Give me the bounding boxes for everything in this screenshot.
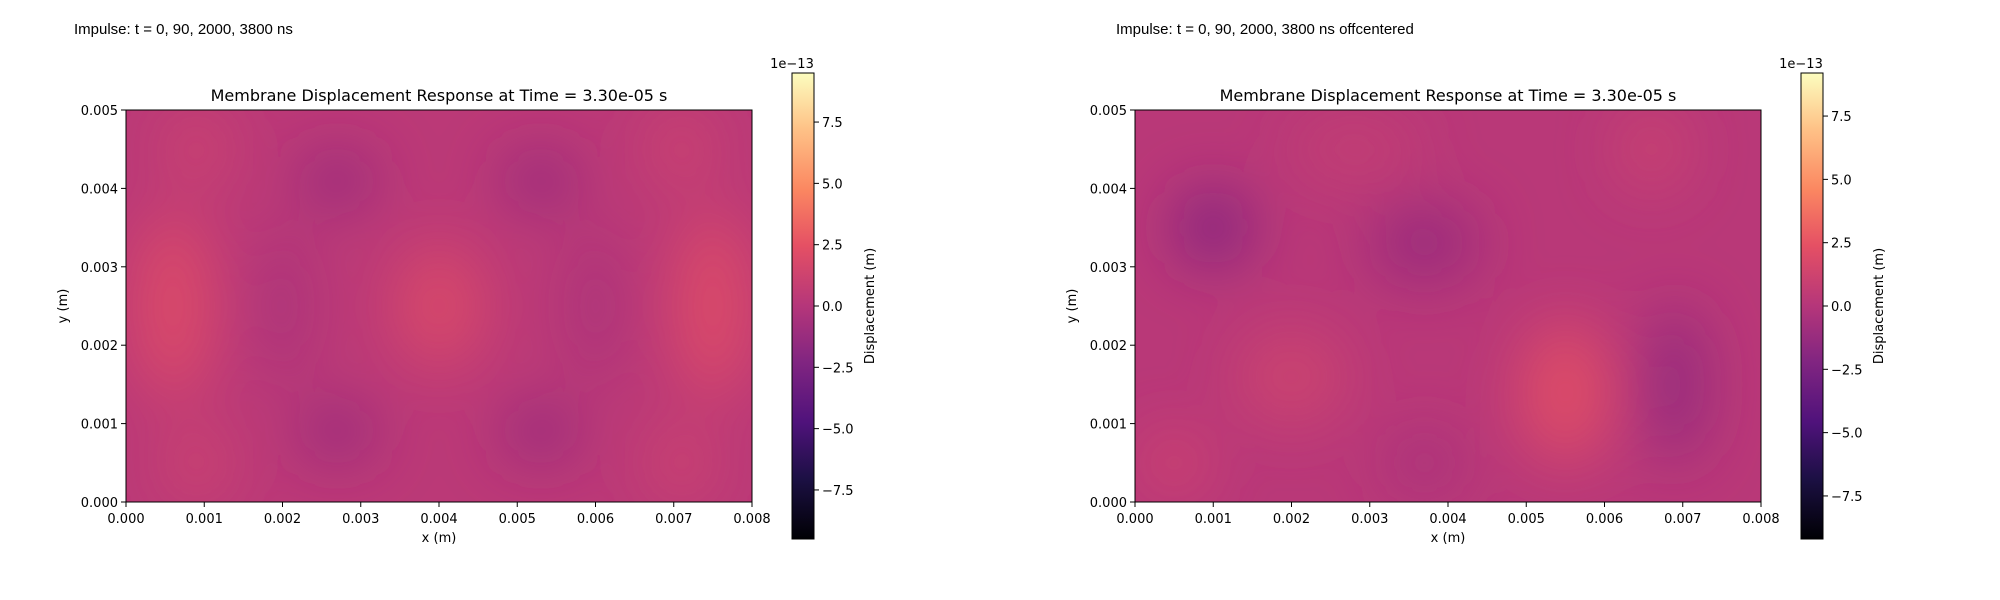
heatmap-feature [1142,431,1206,495]
heatmap-feature [298,153,377,208]
x-tick-label: 0.005 [1508,512,1545,527]
caption-right: Impulse: t = 0, 90, 2000, 3800 ns offcen… [1116,21,1414,38]
colorbar-tick-label: −5.0 [1831,427,1863,442]
y-tick-label: 0.001 [1090,418,1127,433]
heatmap-feature [165,110,228,189]
colorbar-scale-label: 1e−13 [770,57,814,72]
heatmap-feature [259,227,306,385]
x-tick-label: 0.007 [655,512,692,527]
colorbar-scale-label: 1e−13 [1779,57,1823,72]
heatmap-feature [1518,321,1613,463]
x-tick-label: 0.000 [1116,512,1153,527]
colorbar-label: Displacement (m) [1872,248,1887,364]
heatmap-feature [572,227,619,385]
colorbar-tick-label: 5.0 [1831,173,1852,188]
x-tick-label: 0.003 [1351,512,1388,527]
x-tick-label: 0.007 [1664,512,1701,527]
colorbar-tick-label: 0.0 [1831,300,1852,315]
heatmap-field [1142,110,1707,495]
chart-title: Membrane Displacement Response at Time =… [1220,86,1677,105]
x-tick-label: 0.003 [342,512,379,527]
chart-panel-1: 0.000 0.001 0.002 0.003 0.004 0.005 0.006 0.007… [56,57,878,546]
x-tick-label: 0.004 [420,512,457,527]
x-axis-label: x (m) [1431,531,1466,546]
y-tick-label: 0.005 [1090,104,1127,119]
chart-panel-2: 0.000 0.001 0.002 0.003 0.004 0.005 0.006 0.007… [1065,57,1887,546]
colorbar: 7.5 5.0 2.5 0.0 −2.5 −5.0 −7.5 1e−13 Displacem… [1779,57,1887,540]
colorbar-tick-label: 2.5 [1831,237,1852,252]
y-tick-label: 0.003 [81,261,118,276]
heatmap-feature [673,211,752,401]
colorbar-tick-label: −7.5 [1831,490,1863,505]
y-tick-label: 0.000 [81,496,118,511]
heatmap-feature [392,243,486,369]
heatmap-feature [165,423,228,502]
y-axis: 0.000 0.001 0.002 0.003 0.004 0.005 [1090,104,1135,511]
colorbar-ticks: 7.5 5.0 2.5 0.0 −2.5 −5.0 −7.5 [814,116,854,499]
y-axis: 0.000 0.001 0.002 0.003 0.004 0.005 [81,104,126,511]
heatmap-feature [1369,204,1480,283]
colorbar-tick-label: 0.0 [822,300,843,315]
heatmap-feature [650,423,713,502]
colorbar-tick-label: −7.5 [822,484,854,499]
heatmap-feature [1236,329,1347,424]
x-tick-label: 0.006 [577,512,614,527]
heatmap-feature [133,211,213,401]
heatmap-feature [1620,110,1683,189]
x-axis-label: x (m) [422,531,457,546]
heatmap-feature [650,110,713,189]
colorbar-label: Displacement (m) [863,248,878,364]
colorbar-tick-label: 7.5 [822,116,843,131]
x-tick-label: 0.005 [499,512,536,527]
colorbar-gradient [1800,72,1824,540]
colorbar-tick-label: 7.5 [1831,110,1852,125]
x-tick-label: 0.001 [1195,512,1232,527]
x-tick-label: 0.002 [264,512,301,527]
heatmap-feature [1385,431,1464,495]
colorbar-tick-label: 2.5 [822,239,843,254]
colorbar: 7.5 5.0 2.5 0.0 −2.5 −5.0 −7.5 1e−13 Displacem… [770,57,878,540]
x-tick-label: 0.004 [1429,512,1466,527]
colorbar-tick-label: −2.5 [822,361,854,376]
colorbar-tick-label: −2.5 [1831,363,1863,378]
y-axis-label: y (m) [1065,289,1080,324]
x-tick-label: 0.006 [1586,512,1623,527]
y-tick-label: 0.001 [81,418,118,433]
x-axis: 0.000 0.001 0.002 0.003 0.004 0.005 0.006 0.007… [1116,502,1780,527]
x-tick-label: 0.000 [107,512,144,527]
heatmap-field [133,110,752,502]
colorbar-gradient [791,72,815,540]
y-tick-label: 0.000 [1090,496,1127,511]
heatmap-feature [1643,306,1707,463]
x-axis: 0.000 0.001 0.002 0.003 0.004 0.005 0.006 0.007… [107,502,771,527]
x-tick-label: 0.008 [1742,512,1779,527]
y-axis-label: y (m) [56,289,71,324]
colorbar-ticks: 7.5 5.0 2.5 0.0 −2.5 −5.0 −7.5 [1823,110,1863,505]
colorbar-tick-label: 5.0 [822,177,843,192]
y-tick-label: 0.004 [1090,182,1127,197]
heatmap-feature [1174,188,1253,267]
y-tick-label: 0.002 [1090,339,1127,354]
y-tick-label: 0.004 [81,182,118,197]
y-tick-label: 0.003 [1090,261,1127,276]
x-tick-label: 0.002 [1273,512,1310,527]
x-tick-label: 0.001 [186,512,223,527]
y-tick-label: 0.002 [81,339,118,354]
heatmap-feature [501,404,580,459]
heatmap-feature [501,153,580,208]
colorbar-tick-label: −5.0 [822,423,854,438]
y-tick-label: 0.005 [81,104,118,119]
heatmap-feature [298,404,377,459]
chart-title: Membrane Displacement Response at Time =… [211,86,668,105]
heatmap-feature [1291,117,1417,181]
x-tick-label: 0.008 [733,512,770,527]
caption-left: Impulse: t = 0, 90, 2000, 3800 ns [74,21,293,38]
